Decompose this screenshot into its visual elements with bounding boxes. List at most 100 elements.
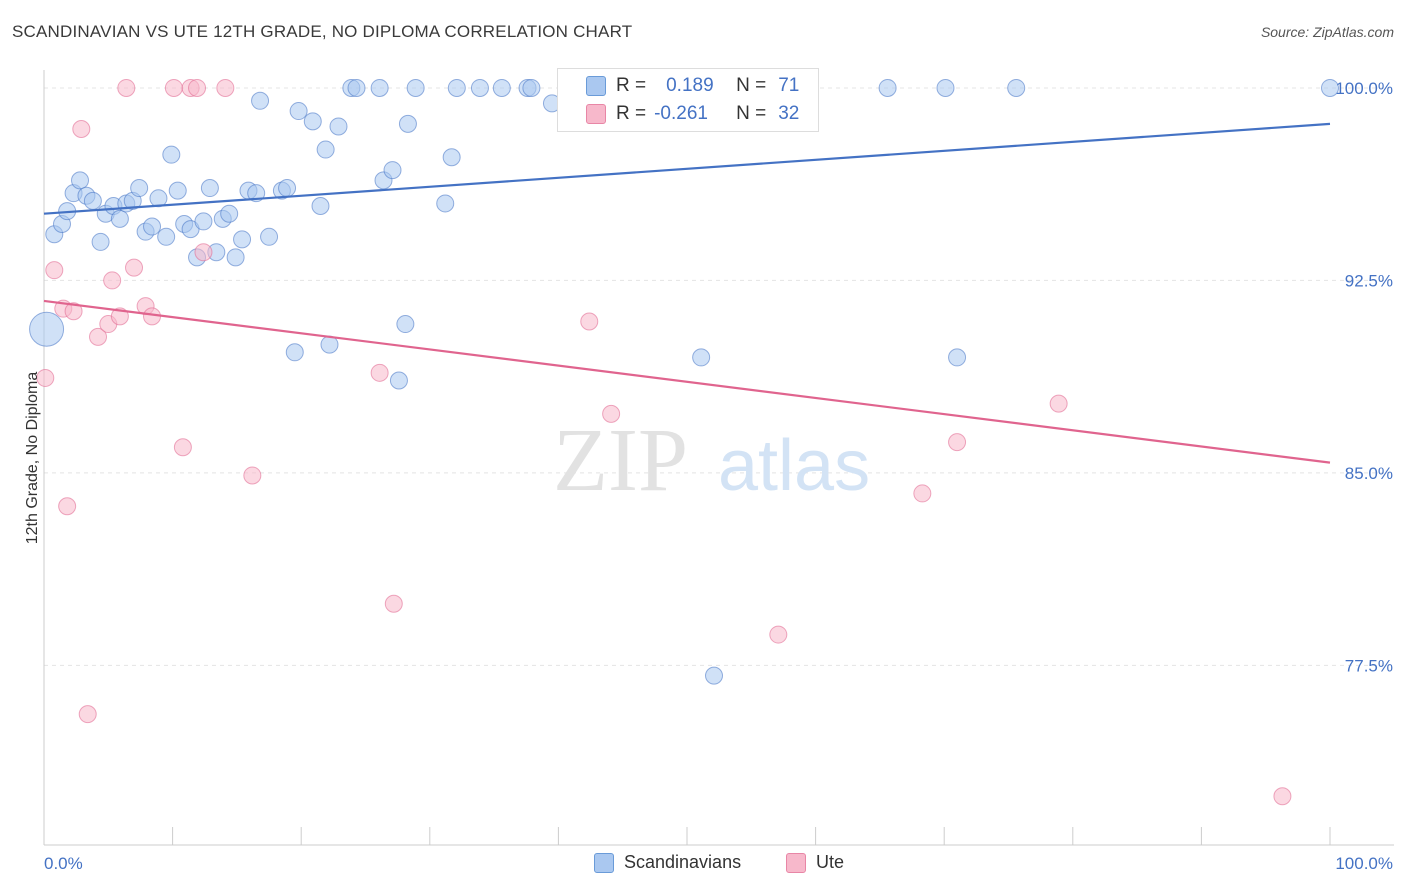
legend-r-label: R = bbox=[616, 75, 647, 96]
data-point bbox=[243, 466, 262, 485]
data-point bbox=[384, 594, 403, 613]
data-point bbox=[200, 179, 219, 198]
data-point bbox=[36, 368, 55, 387]
data-point bbox=[442, 148, 461, 167]
data-point bbox=[1321, 78, 1339, 97]
data-point bbox=[168, 181, 187, 200]
data-point bbox=[91, 232, 110, 251]
y-tick-label: 92.5% bbox=[1345, 271, 1393, 290]
data-point bbox=[285, 343, 304, 362]
data-point bbox=[220, 204, 239, 223]
data-point bbox=[103, 271, 122, 290]
legend-swatch-scandinavians bbox=[586, 76, 606, 96]
data-point bbox=[436, 194, 455, 213]
data-point bbox=[398, 114, 417, 133]
legend-n-value: 71 bbox=[778, 75, 800, 96]
data-point bbox=[1007, 78, 1026, 97]
data-point bbox=[936, 78, 955, 97]
data-point bbox=[29, 311, 65, 347]
data-point bbox=[329, 117, 348, 136]
data-point bbox=[157, 227, 176, 246]
data-point bbox=[247, 184, 266, 203]
trend-lines bbox=[43, 122, 1331, 464]
data-point bbox=[1273, 787, 1292, 806]
watermark-zip: ZIP bbox=[553, 411, 688, 510]
data-point bbox=[71, 171, 90, 190]
data-point bbox=[251, 91, 270, 110]
data-point bbox=[311, 197, 330, 216]
y-tick-label: 85.0% bbox=[1345, 464, 1393, 483]
data-point bbox=[289, 102, 308, 121]
legend-swatch-ute bbox=[586, 104, 606, 124]
source-label: Source: ZipAtlas.com bbox=[1260, 24, 1394, 40]
data-point bbox=[948, 433, 967, 452]
data-point bbox=[602, 404, 621, 423]
data-point bbox=[83, 191, 102, 210]
data-point bbox=[89, 327, 108, 346]
data-point bbox=[447, 78, 466, 97]
data-point bbox=[125, 258, 144, 277]
data-point bbox=[117, 78, 136, 97]
axes bbox=[43, 70, 1394, 846]
data-point bbox=[130, 179, 149, 198]
data-point bbox=[470, 78, 489, 97]
legend-n-label: N = bbox=[736, 75, 767, 96]
data-point bbox=[164, 78, 183, 97]
data-point bbox=[194, 243, 213, 262]
data-point bbox=[492, 78, 511, 97]
data-point bbox=[143, 217, 162, 236]
data-point bbox=[948, 348, 967, 367]
data-point bbox=[389, 371, 408, 390]
data-point bbox=[45, 261, 64, 280]
data-point bbox=[173, 438, 192, 457]
watermark: ZIP atlas bbox=[553, 411, 870, 510]
data-point bbox=[303, 112, 322, 131]
tick-labels: 77.5% 85.0% 92.5% 100.0% 0.0% 100.0% bbox=[44, 79, 1393, 873]
data-point bbox=[580, 312, 599, 331]
data-point bbox=[260, 227, 279, 246]
data-point bbox=[72, 120, 91, 139]
bottom-legend-label-scandinavians: Scandinavians bbox=[624, 852, 742, 872]
data-point bbox=[769, 625, 788, 644]
data-point bbox=[58, 497, 77, 516]
correlation-legend: R = 0.189 N = 71 R = -0.261 N = 32 bbox=[557, 68, 819, 132]
data-point bbox=[216, 78, 235, 97]
bottom-legend-swatch-scandinavians bbox=[594, 852, 614, 873]
trend-line-ute bbox=[43, 299, 1331, 464]
legend-row-ute: R = -0.261 N = 32 bbox=[586, 103, 799, 125]
legend-r-value: 0.189 bbox=[666, 75, 714, 96]
data-point bbox=[194, 212, 213, 231]
data-point bbox=[692, 348, 711, 367]
data-point bbox=[396, 315, 415, 334]
data-point bbox=[110, 209, 129, 228]
data-point bbox=[278, 179, 297, 198]
x-tick-label: 100.0% bbox=[1335, 854, 1393, 873]
bottom-legend-ute: Ute bbox=[786, 852, 844, 873]
y-axis-label: 12th Grade, No Diploma bbox=[24, 372, 41, 545]
x-tick-label: 0.0% bbox=[44, 854, 83, 873]
y-tick-label: 77.5% bbox=[1345, 656, 1393, 675]
data-point bbox=[913, 484, 932, 503]
data-point bbox=[347, 78, 366, 97]
chart-title: SCANDINAVIAN VS UTE 12TH GRADE, NO DIPLO… bbox=[12, 22, 633, 41]
grid-lines bbox=[44, 87, 1390, 666]
data-point bbox=[370, 78, 389, 97]
data-point bbox=[226, 248, 245, 267]
bottom-legend-label-ute: Ute bbox=[816, 852, 845, 872]
data-point bbox=[705, 666, 724, 685]
data-point bbox=[1049, 394, 1068, 413]
data-point bbox=[383, 161, 402, 180]
bottom-legend-swatch-ute bbox=[786, 852, 806, 873]
watermark-atlas: atlas bbox=[718, 426, 870, 506]
trend-line-scandinavians bbox=[43, 122, 1331, 215]
data-point bbox=[878, 78, 897, 97]
data-point bbox=[233, 230, 252, 249]
legend-r-label: R = bbox=[616, 103, 647, 124]
data-point bbox=[64, 302, 83, 321]
legend-row-scandinavians: R = 0.189 N = 71 bbox=[586, 75, 799, 97]
legend-n-label: N = bbox=[736, 103, 767, 124]
data-point bbox=[370, 363, 389, 382]
legend-r-value: -0.261 bbox=[654, 103, 708, 124]
data-point bbox=[406, 78, 425, 97]
